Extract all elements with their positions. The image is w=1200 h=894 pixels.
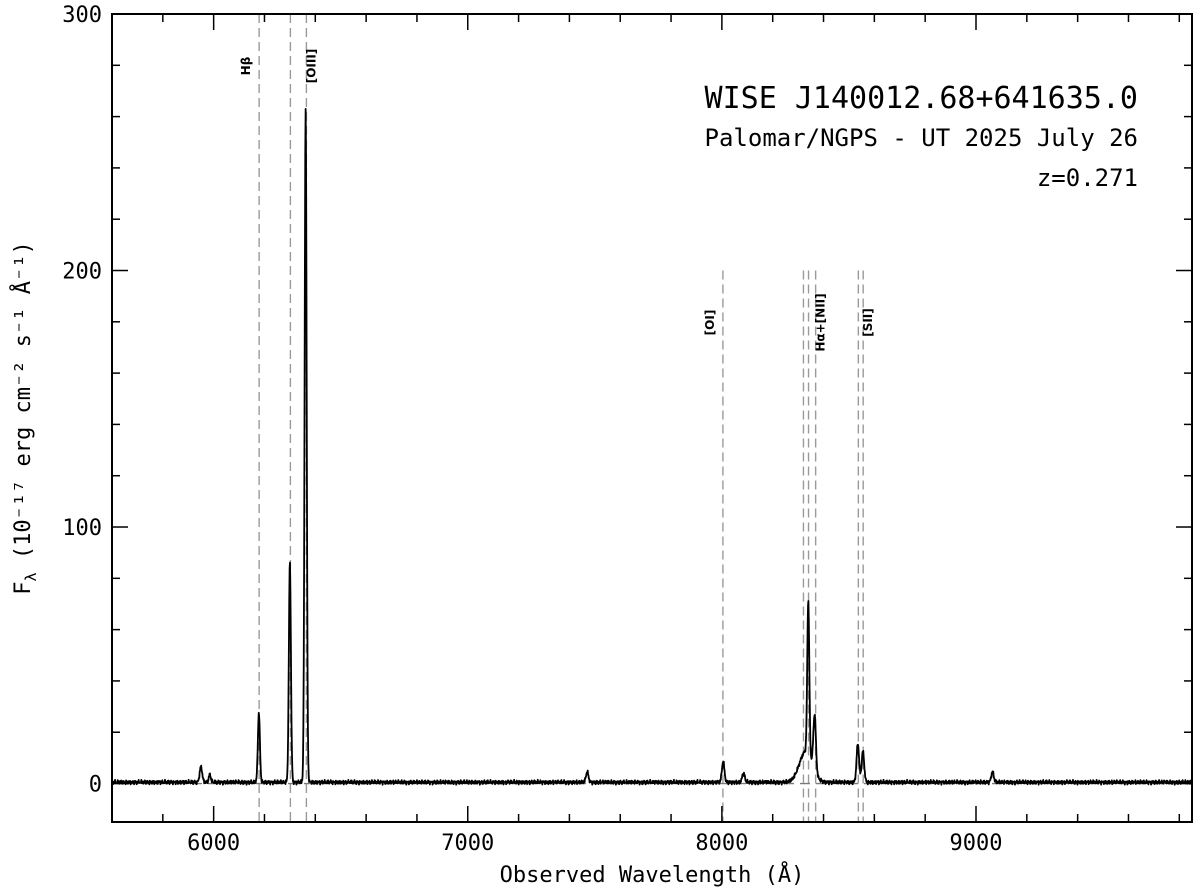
y-axis-label-subscript: λ [22,572,40,581]
y-tick-label: 100 [62,516,102,541]
x-tick-label: 9000 [950,831,1003,856]
axis-ticks: 6000 7000 8000 9000 0 100 200 300 [62,3,1192,856]
chart-title: WISE J140012.68+641635.0 [705,81,1138,116]
plot-frame [111,13,1193,823]
y-axis-label: Fλ (10⁻¹⁷ erg cm⁻² s⁻¹ Å⁻¹) [9,241,40,594]
x-tick-label: 7000 [441,831,494,856]
emission-line-label: [OI] [703,310,717,336]
emission-line-label: Hβ [239,56,253,75]
x-axis-label: Observed Wavelength (Å) [500,861,805,888]
emission-line-label: [SII] [861,308,875,337]
x-tick-label: 6000 [187,831,240,856]
redshift-label: z=0.271 [1037,164,1138,192]
emission-line-label: [OIII] [304,49,318,84]
y-tick-label: 200 [62,260,102,285]
chart-subtitle: Palomar/NGPS - UT 2025 July 26 [705,124,1138,152]
svg-text:Fλ (10⁻¹⁷ erg cm⁻² s⁻¹ Å⁻¹): Fλ (10⁻¹⁷ erg cm⁻² s⁻¹ Å⁻¹) [9,241,40,594]
spectrum-series [111,108,1193,786]
x-tick-label: 8000 [695,831,748,856]
y-tick-label: 0 [89,773,102,798]
y-axis-label-units: (10⁻¹⁷ erg cm⁻² s⁻¹ Å⁻¹) [9,241,36,572]
y-axis-label-symbol: F [11,581,36,594]
marker-labels: Hβ [OIII] [OI] Hα+[NII] [SII] [239,49,875,352]
emission-line-label: Hα+[NII] [814,293,828,351]
y-tick-label: 300 [62,3,102,28]
